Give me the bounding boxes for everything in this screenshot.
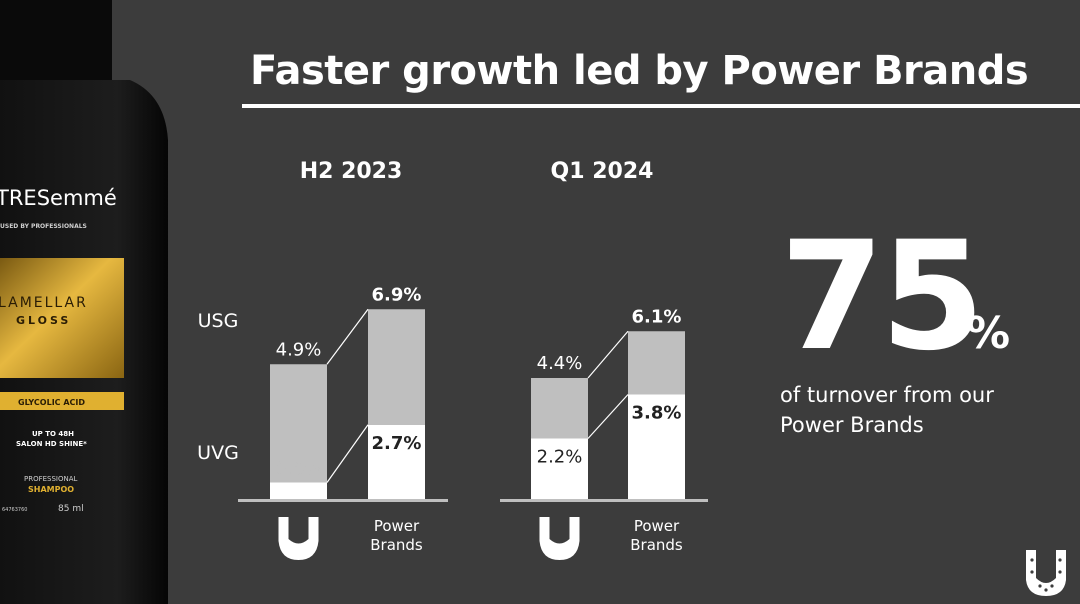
bottle-code-text: 64763760 (2, 507, 27, 513)
highlight-unit: % (966, 308, 1011, 359)
bar-usg-0-1 (368, 309, 425, 425)
connector-uvg-1 (587, 394, 629, 439)
bottle-volume-text: 85 ml (58, 504, 84, 514)
panel-title-0: H2 2023 (300, 159, 403, 184)
label-usg-0-0: 4.9% (276, 339, 322, 360)
label-uvg-0-1: 2.7% (372, 433, 422, 454)
bottle-brand-text: TRESemmé (0, 186, 117, 210)
bottle-gold-label (0, 258, 124, 378)
bottle-type2-text: SHAMPOO (28, 485, 74, 494)
bottle-ingredient-band (0, 392, 124, 410)
label-uvg-1-1: 3.8% (632, 403, 682, 424)
bottle-claim2-text: SALON HD SHINE* (16, 440, 87, 448)
category-label-line1-0: Power (374, 517, 420, 535)
bar-uvg-0-0 (270, 482, 327, 499)
category-label-line2-1: Brands (630, 536, 683, 554)
product-bottle-image: TRESemmé USED BY PROFESSIONALS LAMELLAR … (0, 0, 168, 604)
highlight-caption-line1: of turnover from our (780, 383, 994, 407)
label-uvg-0-0: 0.6% (276, 459, 322, 480)
panel-title-1: Q1 2024 (551, 159, 654, 184)
bottle-ingredient-text: GLYCOLIC ACID (18, 398, 85, 407)
label-usg-1-0: 4.4% (537, 353, 583, 374)
bar-usg-1-0 (531, 378, 588, 439)
category-logo-icon-1 (539, 517, 580, 560)
bar-usg-1-1 (628, 331, 685, 395)
bottle-claim1-text: UP TO 48H (32, 430, 74, 438)
category-label-line1-1: Power (634, 517, 680, 535)
unilever-logo-icon (1026, 550, 1066, 596)
bottle-cap (0, 0, 112, 80)
connector-usg-0 (326, 308, 369, 365)
bar-usg-0-0 (270, 364, 327, 483)
highlight-caption: of turnover from our Power Brands (780, 380, 1040, 440)
label-usg-1-1: 6.1% (632, 306, 682, 327)
highlight-value: 75 (780, 210, 985, 384)
row-label-uvg: UVG (197, 442, 239, 464)
bottle-line1-text: LAMELLAR (0, 295, 88, 311)
label-uvg-1-0: 2.2% (537, 447, 583, 468)
label-usg-0-1: 6.9% (372, 284, 422, 305)
category-label-line2-0: Brands (370, 536, 423, 554)
bottle-type1-text: PROFESSIONAL (24, 475, 78, 483)
row-label-usg: USG (198, 310, 239, 332)
highlight-caption-line2: Power Brands (780, 413, 924, 437)
title-divider (242, 104, 1080, 108)
bar-uvg-1-0 (531, 438, 588, 499)
bottle-line2-text: GLOSS (16, 314, 71, 327)
bar-uvg-0-1 (368, 424, 425, 499)
category-logo-icon-0 (278, 517, 319, 560)
bottle-tagline-text: USED BY PROFESSIONALS (0, 223, 87, 230)
connector-uvg-0 (326, 424, 369, 483)
bar-uvg-1-1 (628, 394, 685, 499)
slide-title: Faster growth led by Power Brands (250, 48, 1029, 94)
connector-usg-1 (587, 330, 629, 379)
